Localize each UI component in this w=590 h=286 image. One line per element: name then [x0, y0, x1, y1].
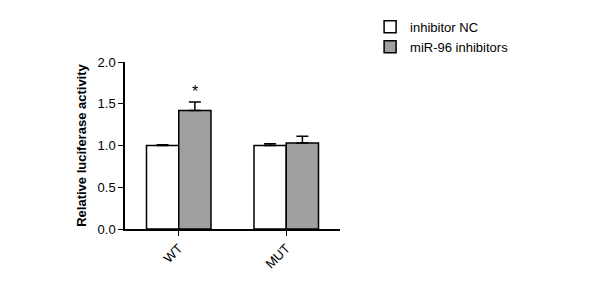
svg-text:0.5: 0.5: [98, 180, 116, 195]
svg-text:MUT: MUT: [262, 241, 293, 272]
svg-text:0.0: 0.0: [98, 222, 116, 237]
svg-text:*: *: [192, 83, 198, 100]
svg-text:WT: WT: [161, 241, 186, 266]
svg-text:1.5: 1.5: [98, 96, 116, 111]
svg-text:1.0: 1.0: [98, 138, 116, 153]
svg-text:Relative luciferase activity: Relative luciferase activity: [74, 63, 89, 226]
svg-text:2.0: 2.0: [98, 55, 116, 70]
svg-text:miR-96 inhibitors: miR-96 inhibitors: [410, 40, 508, 55]
svg-text:inhibitor NC: inhibitor NC: [410, 20, 478, 35]
